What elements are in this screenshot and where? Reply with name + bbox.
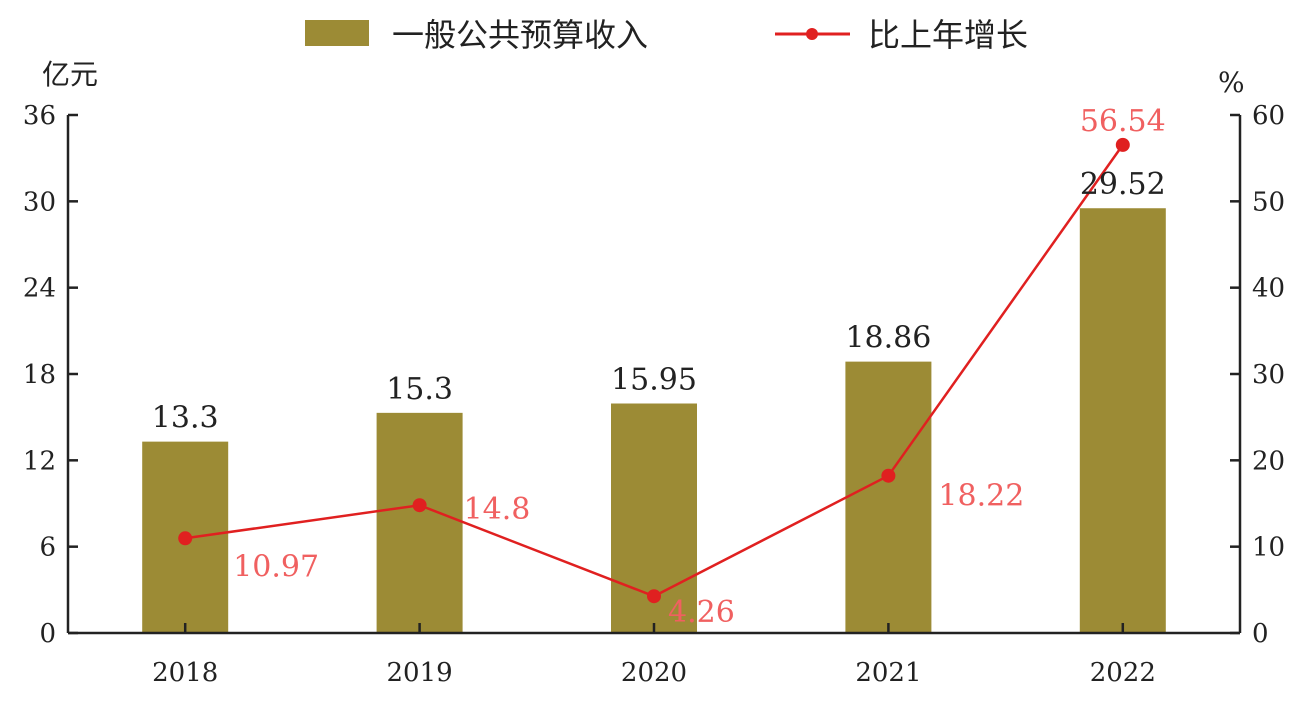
legend-bar-swatch xyxy=(305,20,369,46)
left-tick-label: 30 xyxy=(23,187,56,217)
left-tick-label: 18 xyxy=(23,360,56,390)
growth-point-2019 xyxy=(412,498,427,513)
bar-2022 xyxy=(1079,208,1166,634)
left-tick-label: 36 xyxy=(23,101,56,131)
bar-value-label: 15.95 xyxy=(611,362,697,397)
bar-value-label: 13.3 xyxy=(152,401,219,436)
line-layer xyxy=(178,137,1130,604)
right-tick-label: 0 xyxy=(1252,619,1269,649)
growth-value-label: 10.97 xyxy=(233,549,319,584)
left-axis-unit: 亿元 xyxy=(42,58,98,91)
growth-value-label: 4.26 xyxy=(668,595,735,630)
right-tick-label: 40 xyxy=(1252,274,1285,304)
growth-point-2021 xyxy=(881,468,896,483)
right-tick-label: 10 xyxy=(1252,533,1285,563)
legend-line-marker xyxy=(806,28,818,40)
bar-2021 xyxy=(845,361,932,633)
left-tick-label: 24 xyxy=(23,274,56,304)
x-tick-label: 2020 xyxy=(621,658,687,688)
x-tick-label: 2021 xyxy=(855,658,921,688)
right-tick-label: 60 xyxy=(1252,101,1285,131)
left-tick-label: 12 xyxy=(23,446,56,476)
right-tick-label: 50 xyxy=(1252,187,1285,217)
bar-2019 xyxy=(376,412,463,633)
growth-value-label: 14.8 xyxy=(464,492,531,527)
labels-layer: 13.3 15.3 15.95 18.86 29.52 10.97 14.8 4.26 18.2… xyxy=(152,104,1166,630)
growth-point-2018 xyxy=(178,531,193,546)
right-tick-label: 30 xyxy=(1252,360,1285,390)
bar-value-label: 15.3 xyxy=(386,372,453,407)
right-tick-label: 20 xyxy=(1252,446,1285,476)
right-axis-unit: % xyxy=(1218,66,1245,99)
axes-layer: 0 6 12 18 24 30 36 0 10 20 30 40 50 60 2018 2019 2020 202… xyxy=(23,101,1285,688)
bar-value-label: 29.52 xyxy=(1080,167,1166,202)
bars-layer xyxy=(142,208,1166,634)
legend-bar-label: 一般公共预算收入 xyxy=(392,16,648,54)
x-tick-label: 2019 xyxy=(387,658,453,688)
x-tick-label: 2022 xyxy=(1090,658,1156,688)
growth-point-2022 xyxy=(1115,137,1130,152)
growth-value-label: 56.54 xyxy=(1080,104,1166,139)
legend: 一般公共预算收入 比上年增长 xyxy=(305,16,1028,54)
growth-value-label: 18.22 xyxy=(938,479,1024,514)
left-tick-label: 0 xyxy=(39,619,56,649)
growth-point-2020 xyxy=(647,589,661,604)
bar-value-label: 18.86 xyxy=(845,321,931,356)
legend-line-label: 比上年增长 xyxy=(868,16,1028,54)
left-tick-label: 6 xyxy=(39,533,56,563)
x-tick-label: 2018 xyxy=(152,658,218,688)
